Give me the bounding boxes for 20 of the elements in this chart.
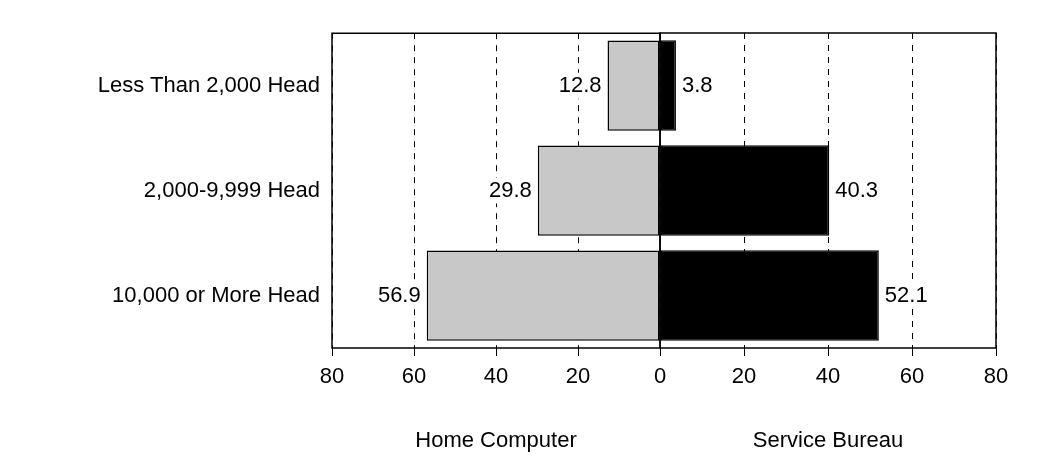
x-axis-title: Service Bureau — [752, 426, 904, 452]
data-label: 40.3 — [835, 176, 879, 202]
x-tick-label: 20 — [565, 363, 591, 389]
data-label: 3.8 — [681, 71, 713, 97]
data-label: 56.9 — [377, 281, 421, 307]
x-tick-label: 40 — [815, 363, 841, 389]
x-tick-label: 20 — [731, 363, 757, 389]
x-tick-label: 0 — [653, 363, 667, 389]
x-tick-label: 40 — [483, 363, 509, 389]
y-tick-label: Less Than 2,000 Head — [97, 71, 320, 97]
data-label: 12.8 — [558, 71, 602, 97]
data-label: 29.8 — [489, 176, 532, 202]
x-axis-title: Home Computer — [415, 426, 577, 452]
x-tick-label: 60 — [899, 363, 925, 389]
x-tick-label: 80 — [319, 363, 345, 389]
data-label: 52.1 — [884, 281, 928, 307]
y-tick-label: 10,000 or More Head — [112, 281, 320, 307]
x-tick-label: 60 — [401, 363, 427, 389]
y-tick-label: 2,000-9,999 Head — [143, 176, 320, 202]
x-tick-label: 80 — [983, 363, 1009, 389]
